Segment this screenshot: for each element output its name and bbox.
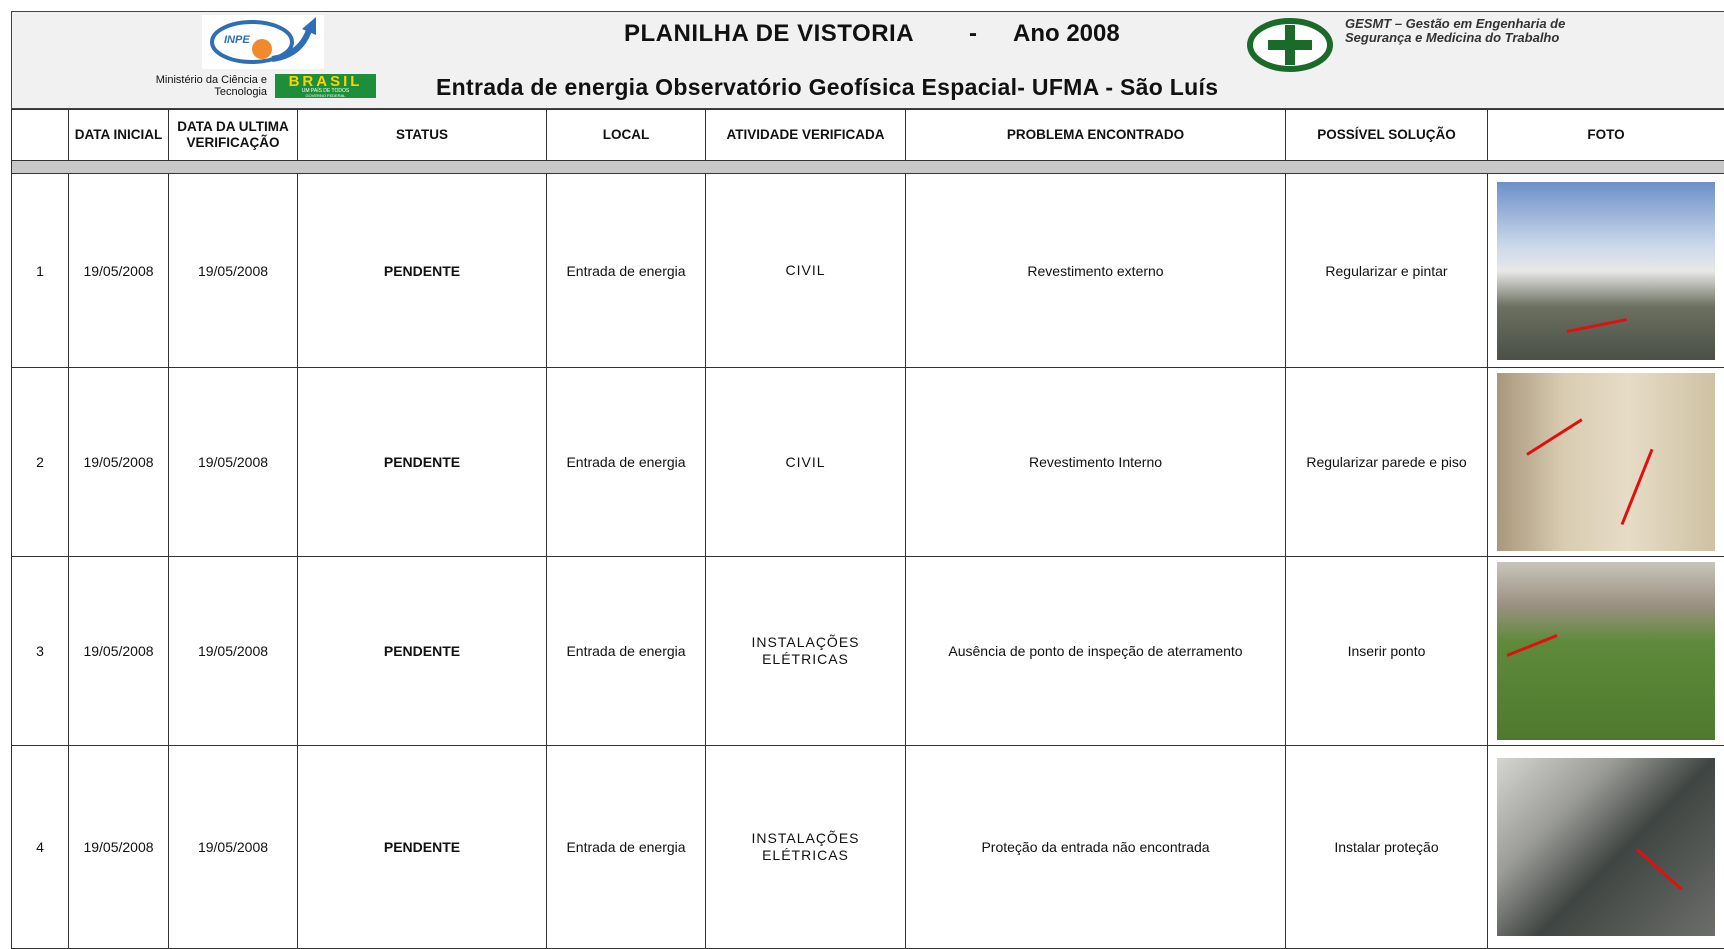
column-header: DATA DA ULTIMA VERIFICAÇÃO (169, 110, 298, 161)
location-cell: Entrada de energia (547, 174, 706, 368)
activity-cell: INSTALAÇÕES ELÉTRICAS (706, 746, 906, 949)
start-date-cell: 19/05/2008 (69, 746, 169, 949)
row-number-cell: 1 (12, 174, 69, 368)
location-cell: Entrada de energia (547, 368, 706, 557)
title: PLANILHA DE VISTORIA (624, 20, 914, 48)
start-date-cell: 19/05/2008 (69, 174, 169, 368)
column-header: LOCAL (547, 110, 706, 161)
inpe-logo: INPE (202, 15, 324, 69)
photo (1497, 562, 1715, 740)
last-check-date-cell: 19/05/2008 (169, 368, 298, 557)
last-check-date-cell: 19/05/2008 (169, 746, 298, 949)
status-cell: PENDENTE (298, 368, 547, 557)
brasil-government: GOVERNO FEDERAL (275, 94, 376, 98)
photo-arrow (1526, 418, 1583, 456)
row-number-cell: 4 (12, 746, 69, 949)
start-date-cell: 19/05/2008 (69, 368, 169, 557)
status-cell: PENDENTE (298, 746, 547, 949)
solution-cell: Instalar proteção (1286, 746, 1488, 949)
column-header: STATUS (298, 110, 547, 161)
location-cell: Entrada de energia (547, 746, 706, 949)
photo (1497, 758, 1715, 936)
status-cell: PENDENTE (298, 174, 547, 368)
column-header: FOTO (1488, 110, 1724, 161)
ministry: Ministério da Ciência e Tecnologia (127, 74, 267, 98)
solution-cell: Regularizar e pintar (1286, 174, 1488, 368)
photo-arrow (1506, 634, 1557, 657)
photo-arrow (1636, 848, 1683, 890)
activity: INSTALAÇÕES ELÉTRICAS (741, 634, 871, 668)
column-header: DATA INICIAL (69, 110, 169, 161)
photo-cell (1488, 368, 1724, 557)
status-cell: PENDENTE (298, 557, 547, 746)
location-cell: Entrada de energia (547, 557, 706, 746)
photo-cell (1488, 746, 1724, 949)
column-header: ATIVIDADE VERIFICADA (706, 110, 906, 161)
activity: CIVIL (741, 454, 871, 471)
activity-cell: INSTALAÇÕES ELÉTRICAS (706, 557, 906, 746)
photo (1497, 373, 1715, 551)
photo-cell (1488, 174, 1724, 368)
column-header: POSSÍVEL SOLUÇÃO (1286, 110, 1488, 161)
row-number-cell: 3 (12, 557, 69, 746)
inpe-text: INPE (224, 34, 250, 46)
last-check-date-cell: 19/05/2008 (169, 174, 298, 368)
activity-cell: CIVIL (706, 368, 906, 557)
activity: CIVIL (741, 262, 871, 279)
activity: INSTALAÇÕES ELÉTRICAS (741, 830, 871, 864)
gesmt-logo (1245, 17, 1335, 73)
column-header: PROBLEMA ENCONTRADO (906, 110, 1286, 161)
title-separator: - (969, 20, 977, 48)
separator-band (12, 161, 1724, 174)
problem-cell: Ausência de ponto de inspeção de aterram… (906, 557, 1286, 746)
gesmt-text: GESMT – Gestão em Engenharia de Seguranç… (1345, 17, 1635, 45)
solution-cell: Inserir ponto (1286, 557, 1488, 746)
problem-cell: Proteção da entrada não encontrada (906, 746, 1286, 949)
brasil-text: BRASIL (275, 74, 376, 89)
start-date-cell: 19/05/2008 (69, 557, 169, 746)
solution-cell: Regularizar parede e piso (1286, 368, 1488, 557)
photo-arrow (1621, 449, 1654, 525)
row-number-cell: 2 (12, 368, 69, 557)
photo (1497, 182, 1715, 360)
last-check-date-cell: 19/05/2008 (169, 557, 298, 746)
header: INPE Ministério da Ciência e Tecnologia … (11, 11, 1724, 109)
problem-cell: Revestimento externo (906, 174, 1286, 368)
column-header (12, 110, 69, 161)
activity-cell: CIVIL (706, 174, 906, 368)
photo-arrow (1567, 318, 1628, 333)
problem-cell: Revestimento Interno (906, 368, 1286, 557)
year: Ano 2008 (1013, 20, 1120, 48)
subtitle: Entrada de energia Observatório Geofísic… (436, 74, 1218, 101)
band-cell (12, 161, 1724, 174)
photo-cell (1488, 557, 1724, 746)
brasil-logo: BRASIL UM PAÍS DE TODOS GOVERNO FEDERAL (275, 74, 376, 98)
